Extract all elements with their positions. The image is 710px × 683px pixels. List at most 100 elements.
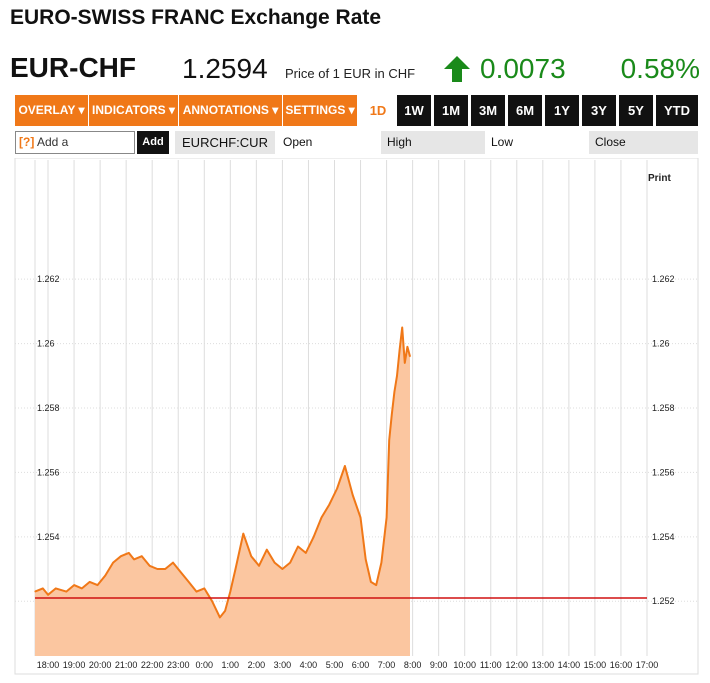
series-point xyxy=(370,581,372,583)
series-point xyxy=(112,562,114,564)
series-point xyxy=(65,591,67,593)
price-note: Price of 1 EUR in CHF xyxy=(285,66,416,81)
x-tick-label: 10:00 xyxy=(453,660,476,670)
up-arrow-icon xyxy=(444,56,470,82)
add-comparison-button[interactable]: Add xyxy=(137,131,169,154)
x-tick-label: 15:00 xyxy=(584,660,607,670)
x-tick-label: 16:00 xyxy=(610,660,633,670)
open-value: Open xyxy=(283,135,313,149)
series-point xyxy=(195,591,198,593)
series-point xyxy=(386,516,388,519)
series-point xyxy=(55,587,57,589)
x-tick-label: 14:00 xyxy=(558,660,581,670)
help-icon[interactable]: [?] xyxy=(19,135,35,149)
x-tick-label: 3:00 xyxy=(274,660,292,670)
series-point xyxy=(266,549,268,551)
price-chart[interactable]: 18:00 19:00 20:00 21:00 22:00 23:00 0:00 1:00 2:… xyxy=(0,158,710,683)
x-tick-label: 22:00 xyxy=(141,660,164,670)
current-price: 1.2594 xyxy=(182,53,268,84)
x-tick-label: 4:00 xyxy=(300,660,318,670)
price-change: 0.0073 xyxy=(480,53,566,84)
series-point xyxy=(289,562,291,564)
y-tick-label-right: 1.258 xyxy=(652,403,675,413)
indicators-menu-button[interactable]: INDICATORS ▾ xyxy=(89,95,179,126)
low-value: Low xyxy=(491,135,514,149)
range-1y-button[interactable]: 1Y xyxy=(545,95,579,126)
series-point xyxy=(365,558,367,560)
chart-toolbar: OVERLAY ▾ INDICATORS ▾ ANNOTATIONS ▾ SET… xyxy=(15,95,698,126)
ticker-label: EURCHF:CUR xyxy=(175,131,275,154)
series-point xyxy=(234,568,237,570)
y-tick-label-right: 1.254 xyxy=(652,532,675,542)
series-point xyxy=(305,552,307,554)
quote-header: EUR-CHF 1.2594 Price of 1 EUR in CHF 0.0… xyxy=(10,52,700,86)
x-tick-label: 11:00 xyxy=(480,660,502,670)
series-point xyxy=(320,516,323,519)
range-1d-button[interactable]: 1D xyxy=(363,95,393,126)
x-tick-label: 17:00 xyxy=(636,660,659,670)
range-3m-button[interactable]: 3M xyxy=(471,95,505,126)
series-point xyxy=(388,439,390,441)
overlay-menu-button[interactable]: OVERLAY ▾ xyxy=(15,95,89,126)
comparison-bar: [?] Add a Comparison Add EURCHF:CUR Open… xyxy=(15,131,698,170)
series-point xyxy=(258,565,260,567)
series-point xyxy=(219,616,221,618)
series-point xyxy=(224,610,226,612)
series-point xyxy=(73,584,75,586)
series-point xyxy=(229,591,231,593)
series-point xyxy=(401,326,403,329)
range-ytd-button[interactable]: YTD xyxy=(656,95,698,126)
range-1w-button[interactable]: 1W xyxy=(397,95,431,126)
series-line xyxy=(34,326,411,619)
x-tick-label: 8:00 xyxy=(404,660,422,670)
y-tick-label-left: 1.258 xyxy=(37,403,60,413)
x-tick-label: 1:00 xyxy=(222,660,240,670)
x-tick-label: 5:00 xyxy=(326,660,344,670)
range-6m-button[interactable]: 6M xyxy=(508,95,542,126)
series-point xyxy=(250,555,252,557)
series-point xyxy=(242,533,244,535)
series-point xyxy=(47,594,49,596)
y-tick-label-right: 1.262 xyxy=(652,274,675,284)
comparison-input[interactable]: [?] Add a Comparison xyxy=(15,131,135,170)
series-point xyxy=(156,568,158,570)
currency-pair: EUR-CHF xyxy=(10,52,136,83)
series-point xyxy=(375,584,377,586)
series-point xyxy=(406,346,408,348)
series-point xyxy=(42,587,44,589)
series-point xyxy=(141,555,143,557)
y-tick-label-left: 1.262 xyxy=(37,274,60,284)
series-point xyxy=(211,600,213,602)
x-tick-label: 18:00 xyxy=(37,660,60,670)
series-point xyxy=(188,581,190,583)
series-point xyxy=(328,504,330,506)
x-tick-label: 20:00 xyxy=(89,660,112,670)
y-tick-label-right: 1.256 xyxy=(652,467,675,477)
x-tick-label: 7:00 xyxy=(378,660,396,670)
series-point xyxy=(359,516,362,519)
series-point xyxy=(180,571,182,573)
series-point xyxy=(128,552,130,554)
range-5y-button[interactable]: 5Y xyxy=(619,95,653,126)
close-value: Close xyxy=(589,131,698,154)
series-point xyxy=(313,536,315,538)
annotations-menu-button[interactable]: ANNOTATIONS ▾ xyxy=(179,95,283,126)
series-point xyxy=(89,581,91,583)
series-point xyxy=(404,362,406,364)
series-point xyxy=(34,591,36,593)
page-title: EURO-SWISS FRANC Exchange Rate xyxy=(10,6,382,29)
series-point xyxy=(393,391,395,393)
series-point xyxy=(274,562,276,564)
x-tick-label: 23:00 xyxy=(167,660,190,670)
print-button[interactable]: Print xyxy=(648,173,671,184)
y-tick-label-left: 1.26 xyxy=(37,339,55,349)
range-3y-button[interactable]: 3Y xyxy=(582,95,616,126)
x-tick-label: 19:00 xyxy=(63,660,86,670)
series-point xyxy=(396,375,398,377)
settings-menu-button[interactable]: SETTINGS ▾ xyxy=(283,95,358,126)
series-point xyxy=(399,349,401,351)
series-point xyxy=(352,494,354,496)
series-point xyxy=(297,545,299,548)
range-1m-button[interactable]: 1M xyxy=(434,95,468,126)
series-point xyxy=(104,574,106,577)
